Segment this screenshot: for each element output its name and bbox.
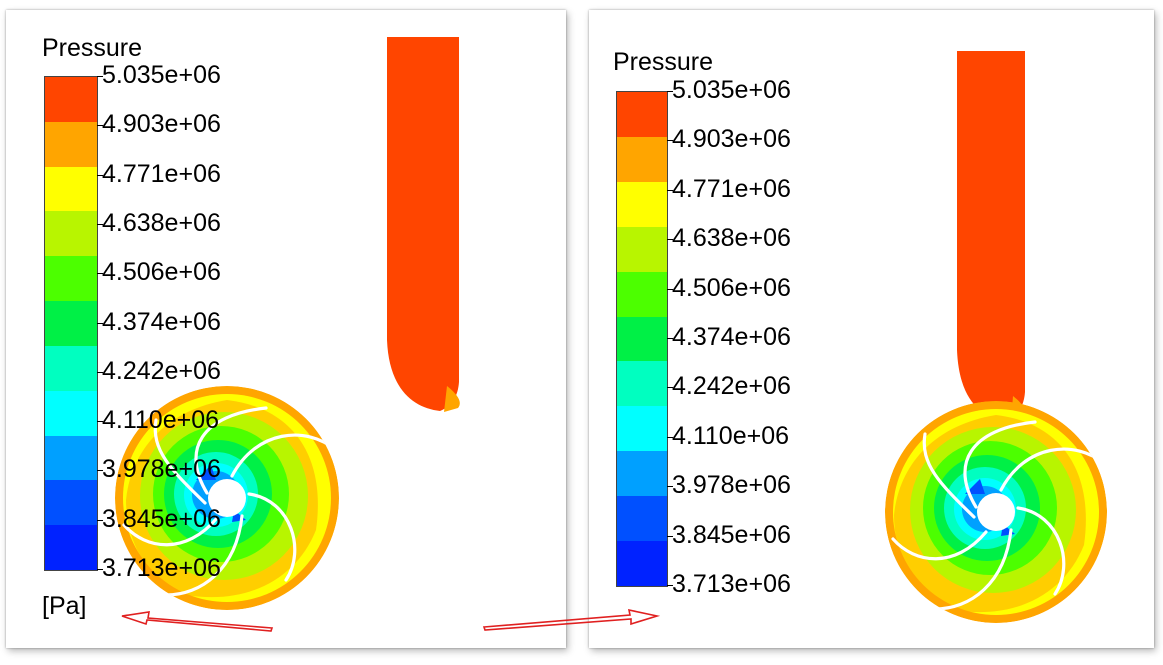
tick-label: 4.638e+06 — [672, 224, 791, 253]
pump-contour-plot — [885, 51, 1107, 623]
color-band — [617, 541, 667, 587]
tick-label: 4.110e+06 — [102, 406, 220, 435]
color-band — [45, 480, 97, 526]
tick-mark — [667, 140, 673, 142]
outlet-pipe — [957, 51, 1025, 421]
tick-mark — [97, 371, 103, 373]
tick-mark — [667, 338, 673, 339]
tick-label: 4.242e+06 — [102, 356, 221, 385]
color-band — [617, 136, 667, 183]
tick-mark — [667, 387, 673, 389]
tick-label: 4.771e+06 — [672, 174, 791, 203]
color-band — [617, 406, 667, 452]
color-band — [45, 166, 97, 212]
impeller-field — [115, 386, 339, 610]
tick-mark — [667, 239, 673, 241]
color-band — [617, 316, 667, 362]
tick-mark — [667, 486, 673, 488]
tick-mark — [667, 91, 673, 92]
color-band — [617, 271, 667, 318]
color-band — [617, 181, 667, 228]
color-band — [45, 77, 97, 123]
color-bar — [616, 91, 668, 587]
contour-panel-right: Pressure — [589, 10, 1154, 648]
tick-label: 4.506e+06 — [102, 258, 221, 287]
tick-mark — [97, 223, 103, 225]
color-band — [617, 226, 667, 273]
legend-title: Pressure — [42, 34, 143, 62]
tick-label: 4.374e+06 — [672, 323, 791, 351]
color-band — [45, 256, 97, 302]
tick-label: 3.845e+06 — [672, 520, 791, 549]
tick-label: 4.374e+06 — [102, 307, 221, 336]
tick-mark — [97, 569, 103, 570]
tick-label: 3.978e+06 — [672, 471, 791, 500]
color-band — [45, 525, 97, 571]
tick-mark — [667, 436, 673, 438]
tick-label: 5.035e+06 — [102, 61, 221, 89]
units-label: [Pa] — [42, 592, 87, 620]
color-band — [45, 390, 97, 437]
tick-label: 3.978e+06 — [102, 455, 221, 484]
color-band — [45, 301, 97, 347]
tick-label: 3.713e+06 — [102, 554, 221, 582]
color-band — [45, 435, 97, 481]
tick-mark — [667, 189, 673, 191]
tick-label: 4.903e+06 — [672, 125, 791, 154]
tick-label: 4.903e+06 — [102, 110, 221, 139]
tick-mark — [97, 174, 103, 176]
impeller-field — [885, 401, 1107, 623]
color-band — [617, 496, 667, 542]
color-band — [617, 451, 667, 497]
tick-mark — [97, 125, 103, 127]
color-band — [617, 92, 667, 138]
tick-label: 4.506e+06 — [672, 273, 791, 302]
tick-mark — [97, 273, 103, 275]
tick-label: 3.713e+06 — [672, 570, 791, 598]
tick-mark — [667, 535, 673, 537]
tick-mark — [97, 76, 103, 77]
tick-mark — [97, 470, 103, 472]
tick-label: 4.242e+06 — [672, 372, 791, 401]
tick-mark — [667, 585, 673, 586]
tick-label: 5.035e+06 — [672, 76, 791, 104]
color-band — [45, 211, 97, 257]
legend-title: Pressure — [613, 48, 714, 76]
tick-mark — [97, 322, 103, 324]
tick-mark — [97, 519, 103, 521]
tick-label: 3.845e+06 — [102, 504, 221, 533]
color-band — [45, 345, 97, 392]
tick-label: 4.110e+06 — [672, 421, 790, 450]
pump-contour-plot — [115, 37, 460, 610]
color-band — [617, 361, 667, 407]
tick-label: 4.771e+06 — [102, 159, 221, 188]
tick-label: 4.638e+06 — [102, 208, 221, 237]
tick-mark — [667, 288, 673, 290]
color-band — [45, 121, 97, 168]
color-bar — [44, 76, 98, 571]
outlet-pipe — [387, 37, 459, 411]
contour-panel-left: Pressure [Pa] — [6, 10, 566, 648]
tick-mark — [97, 421, 103, 423]
volute-tongue — [444, 386, 460, 412]
